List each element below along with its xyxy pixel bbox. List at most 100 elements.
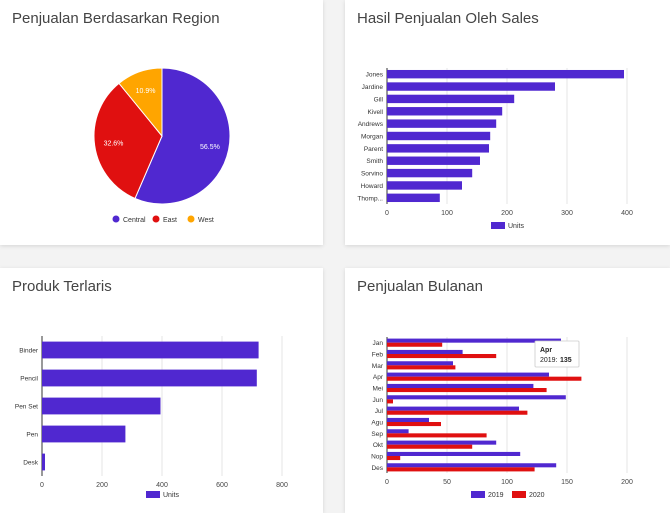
y-tick-label: Jul	[375, 408, 384, 415]
x-tick-label: 400	[621, 210, 633, 217]
pie-slice-east	[93, 82, 163, 200]
legend-marker-central	[112, 215, 120, 223]
bar-sales-morgan-0	[387, 131, 491, 141]
bar-products-pencil-0	[42, 369, 257, 387]
bar-monthly-okt-0	[387, 440, 497, 445]
y-tick-label: Sep	[371, 431, 383, 438]
y-tick-label: Pencil	[20, 376, 38, 383]
monthly-bar-chart: 0 50 100 150 200 Jan Feb Mar Apr Mei Jun Jul Agu Sep O…	[371, 337, 633, 499]
bar-sales-andrews-0	[387, 119, 497, 128]
bar-monthly-mei-1	[387, 388, 547, 393]
bar-monthly-jun-1	[387, 399, 393, 404]
x-tick-label: 200	[96, 482, 108, 489]
x-tick-label: 100	[501, 479, 513, 486]
legend-label: East	[163, 217, 177, 224]
bar-sales-kivell-0	[387, 107, 503, 116]
y-tick-label: Gill	[374, 96, 384, 103]
bar-monthly-jan-0	[387, 338, 561, 343]
sales-chart-title: Hasil Penjualan Oleh Sales	[357, 10, 539, 27]
y-tick-label: Nop	[371, 454, 383, 461]
region-card: Penjualan Berdasarkan Region 56.5% 32.6% 1…	[0, 0, 323, 245]
x-tick-label: 100	[441, 210, 453, 217]
bar-sales-parent-0	[387, 144, 489, 153]
pie-slice-central	[134, 67, 231, 205]
pie-slice-west	[118, 67, 163, 138]
legend-swatch	[491, 222, 505, 229]
y-tick-label: Desk	[23, 460, 39, 467]
pie-data-label: 56.5%	[200, 144, 220, 151]
bar-products-penset-0	[42, 397, 161, 415]
region-pie-chart: 56.5% 32.6% 10.9% Central East West	[93, 67, 231, 224]
sales-card: Hasil Penjualan Oleh Sales 0 100 200 300 400…	[345, 0, 670, 245]
bar-monthly-feb-0	[387, 349, 463, 354]
bar-sales-jones-0	[387, 69, 624, 79]
x-tick-label: 400	[156, 482, 168, 489]
bar-monthly-sep-0	[387, 429, 409, 434]
y-tick-label: Mar	[372, 363, 384, 370]
x-tick-label: 300	[561, 210, 573, 217]
x-tick-label: 50	[443, 479, 451, 486]
bar-sales-smith-0	[387, 156, 480, 165]
bar-monthly-des-1	[387, 467, 535, 472]
y-tick-label: Thomp...	[357, 195, 383, 202]
bar-monthly-mei-0	[387, 383, 534, 388]
bar-sales-sorvino-0	[387, 168, 473, 178]
legend-marker-west	[187, 215, 195, 223]
bar-monthly-agu-1	[387, 422, 441, 427]
y-tick-label: Parent	[364, 146, 383, 153]
y-tick-label: Sorvino	[361, 171, 383, 178]
bar-monthly-feb-1	[387, 354, 497, 359]
region-chart-title: Penjualan Berdasarkan Region	[12, 10, 220, 27]
y-tick-label: Smith	[366, 158, 383, 165]
bar-sales-jardine-0	[387, 82, 555, 91]
bar-monthly-apr-0	[387, 372, 549, 377]
y-tick-label: Pen Set	[15, 404, 38, 411]
y-tick-label: Feb	[372, 352, 384, 359]
x-tick-label: 150	[561, 479, 573, 486]
bar-monthly-nop-1	[387, 456, 401, 461]
bar-monthly-apr-1	[387, 376, 582, 381]
bar-monthly-nop-0	[387, 451, 521, 456]
y-tick-label: Okt	[373, 442, 383, 449]
pie-data-label: 10.9%	[136, 88, 156, 95]
tooltip-value: 135	[560, 357, 572, 364]
legend-label: West	[198, 217, 214, 224]
x-tick-label: 600	[216, 482, 228, 489]
x-tick-label: 0	[385, 210, 389, 217]
bar-products-pen-0	[42, 425, 126, 443]
legend-swatch	[146, 491, 160, 498]
x-tick-label: 0	[40, 482, 44, 489]
bar-monthly-jun-0	[387, 395, 566, 400]
products-bar-chart: 0 200 400 600 800 Binder Pencil Pen Set Pen Desk U…	[15, 336, 288, 499]
y-tick-label: Apr	[373, 374, 384, 381]
tooltip-box	[534, 340, 580, 368]
monthly-chart-title: Penjualan Bulanan	[357, 278, 483, 295]
y-tick-label: Jan	[373, 340, 384, 347]
legend-label: Central	[123, 217, 146, 224]
bar-monthly-mar-0	[387, 361, 453, 366]
bar-monthly-des-0	[387, 463, 557, 468]
bar-monthly-okt-1	[387, 444, 473, 449]
legend-swatch	[512, 491, 526, 498]
bar-sales-gill-0	[387, 94, 515, 104]
x-tick-label: 200	[501, 210, 513, 217]
bar-products-binder-0	[42, 341, 259, 359]
y-tick-label: Morgan	[361, 134, 383, 141]
legend-label: 2019	[488, 492, 504, 499]
monthly-card: Penjualan Bulanan 0 50 100 150 200 Jan Feb Mar A…	[345, 268, 670, 513]
x-tick-label: 0	[385, 479, 389, 486]
legend-marker-east	[152, 215, 160, 223]
bar-monthly-sep-1	[387, 433, 487, 438]
pie-data-label: 32.6%	[104, 141, 124, 148]
y-tick-label: Agu	[371, 420, 383, 427]
tooltip-title: Apr	[540, 347, 552, 354]
y-tick-label: Pen	[26, 432, 38, 439]
products-chart-title: Produk Terlaris	[12, 278, 112, 295]
y-tick-label: Binder	[19, 348, 39, 355]
y-tick-label: Howard	[361, 183, 384, 190]
y-tick-label: Mei	[373, 386, 383, 393]
sales-bar-chart: 0 100 200 300 400 Jones Jardine Gill Kivell Andre…	[357, 68, 633, 230]
bar-monthly-mar-1	[387, 365, 456, 370]
y-tick-label: Jardine	[362, 84, 384, 91]
legend-label: Units	[508, 223, 524, 230]
